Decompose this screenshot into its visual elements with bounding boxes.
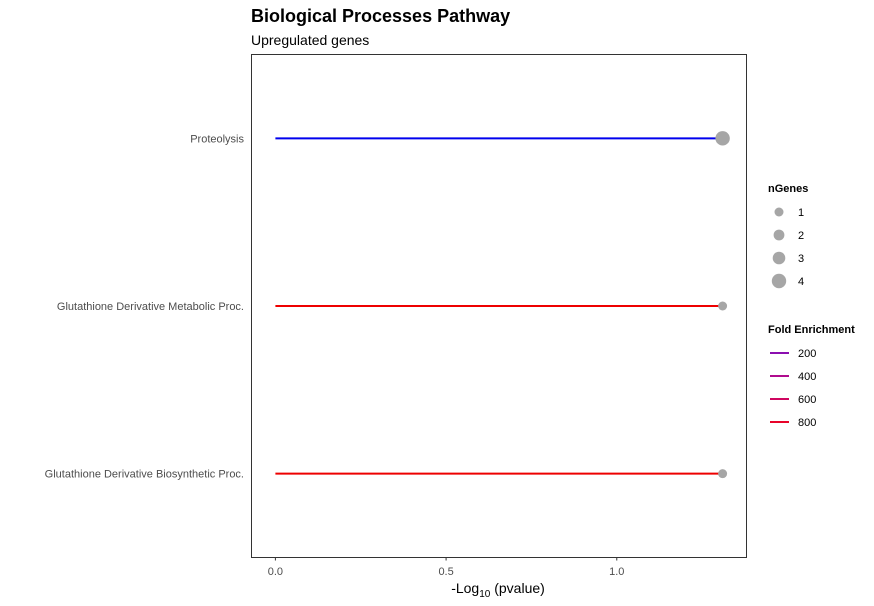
legend-ngenes: nGenes 1 2 3 4 [768,183,808,289]
x-axis-tick-marks [274,557,618,561]
legend-fold-enrichment-label: 200 [798,348,816,360]
chart-title: Biological Processes Pathway [251,6,510,26]
legend-fold-enrichment-label: 800 [798,417,816,429]
legend-ngenes-label: 4 [798,276,804,288]
x-axis-label: -Log10 (pvalue) [451,580,545,600]
y-tick-label: Proteolysis [190,133,244,145]
legend-fold-enrichment-label: 400 [798,371,816,383]
lollipop-stems [275,137,723,475]
legend-fold-enrichment-label: 600 [798,394,816,406]
legend-ngenes-key [773,229,785,241]
legend-fold-enrichment-title: Fold Enrichment [768,324,855,336]
legend-ngenes-key [771,273,787,289]
x-axis-label-prefix: -Log [451,580,479,596]
x-axis-label-subscript: 10 [479,589,491,600]
lollipop-point [718,469,728,479]
y-axis-tick-labels: Proteolysis Glutathione Derivative Metabo… [45,133,245,480]
x-tick-label: 1.0 [609,566,624,578]
x-tick-label: 0.5 [438,566,453,578]
legend-ngenes-label: 3 [798,253,804,265]
y-tick-label: Glutathione Derivative Biosynthetic Proc… [45,469,244,481]
lollipop-point [718,301,728,311]
x-axis-tick-labels: 0.0 0.5 1.0 [268,566,625,578]
x-tick-label: 0.0 [268,566,283,578]
chart-subtitle: Upregulated genes [251,32,369,48]
legend-fold-enrichment: Fold Enrichment 200 400 600 800 [768,324,855,429]
lollipop-points [715,131,730,479]
y-tick-label: Glutathione Derivative Metabolic Proc. [57,301,244,313]
legend-ngenes-key [772,251,786,265]
legend-ngenes-label: 1 [798,207,804,219]
lollipop-point [715,131,730,146]
legend-ngenes-title: nGenes [768,183,808,195]
legend-ngenes-label: 2 [798,230,804,242]
legend-ngenes-key [774,207,784,217]
x-axis-label-suffix: (pvalue) [490,580,544,596]
